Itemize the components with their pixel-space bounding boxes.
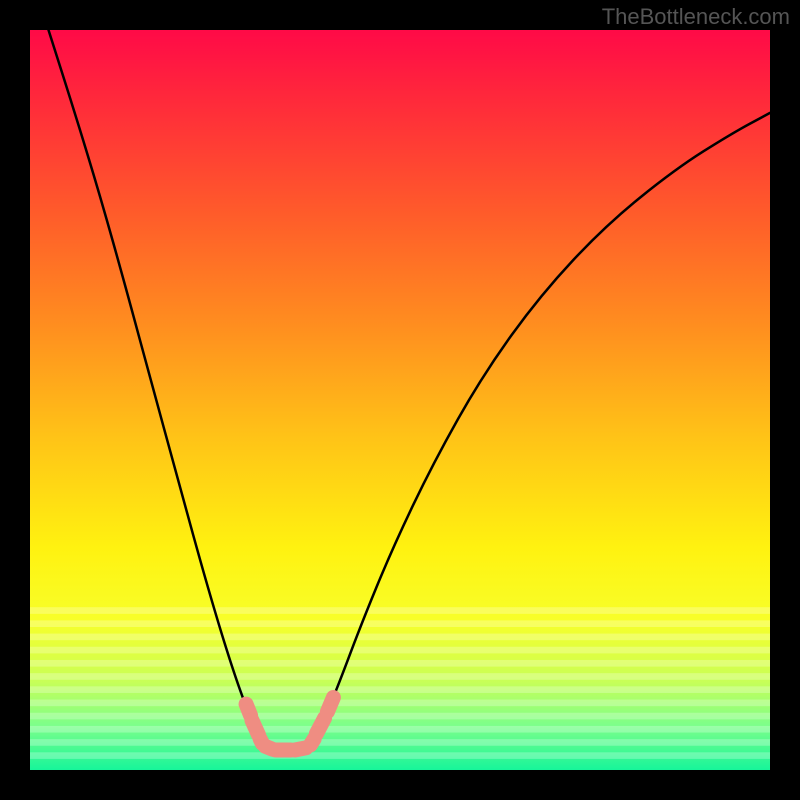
watermark-text: TheBottleneck.com bbox=[602, 4, 790, 30]
plot-background bbox=[30, 30, 770, 770]
bottleneck-chart bbox=[0, 0, 800, 800]
chart-container: TheBottleneck.com bbox=[0, 0, 800, 800]
